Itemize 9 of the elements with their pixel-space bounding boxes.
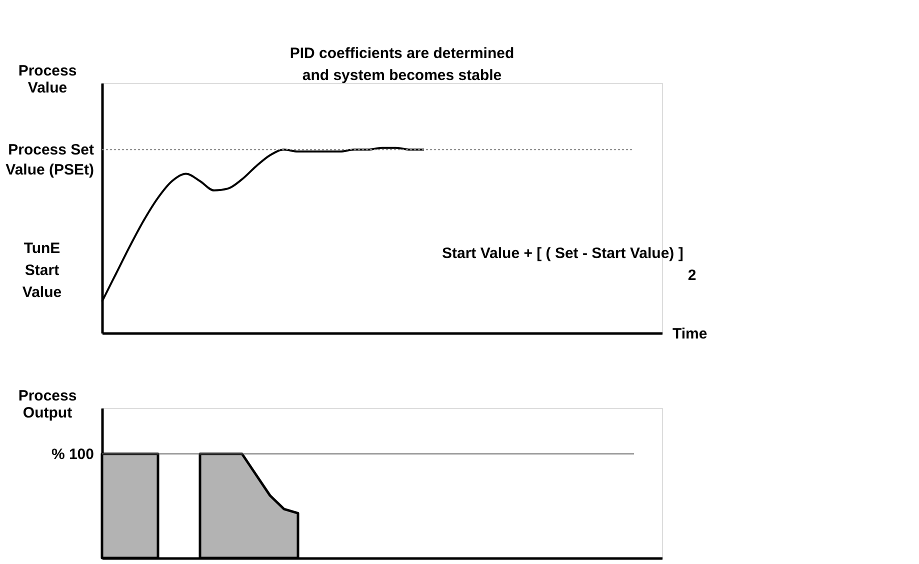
text: PID coefficients are determined and system becomes stable: [290, 45, 514, 84]
ref-line-label: Process Set Value (PSEt): [6, 142, 94, 179]
y-axis-title: Process Output: [18, 388, 77, 422]
text: TunE Start Value: [22, 240, 62, 301]
y-axis-title: Process Value: [18, 62, 77, 96]
ref-line-label: % 100: [51, 446, 94, 463]
annotation: Start Value + [ ( Set - Start Value) ]: [442, 245, 684, 262]
text: 2: [688, 267, 696, 284]
x-axis-title: Time: [672, 326, 708, 342]
